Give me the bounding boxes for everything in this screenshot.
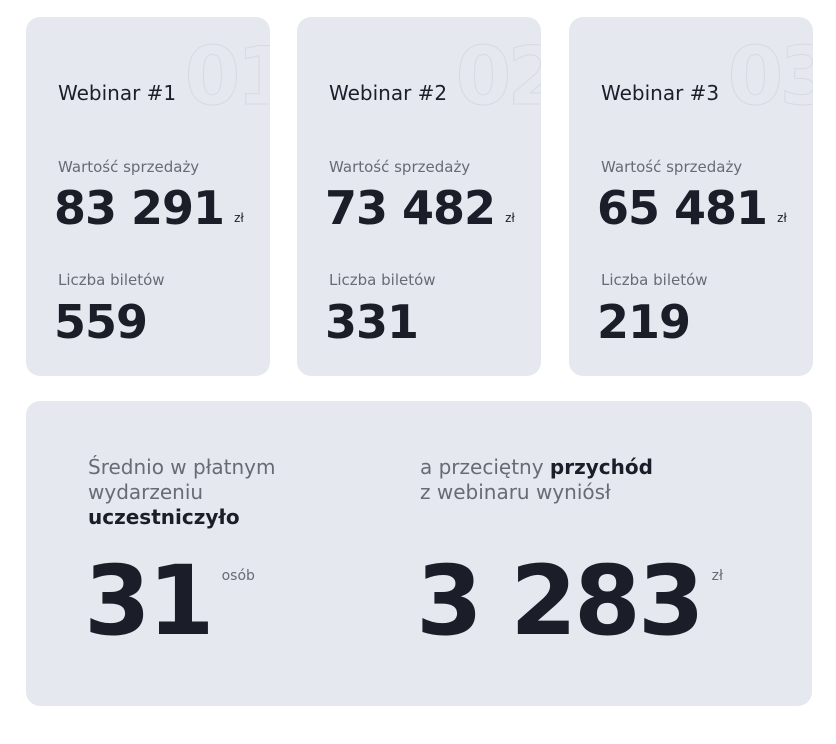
- sales-value: 73 482 zł: [325, 185, 515, 231]
- revenue-line-1: a przeciętny: [420, 455, 550, 479]
- webinar-card-1: 01 Webinar #1 Wartość sprzedaży 83 291 zł…: [26, 17, 270, 376]
- revenue-bold: przychód: [549, 455, 653, 479]
- sales-label: Wartość sprzedaży: [601, 158, 743, 176]
- webinar-title: Webinar #2: [329, 81, 448, 105]
- tickets-label: Liczba biletów: [329, 271, 436, 289]
- revenue-value: 3 283: [416, 545, 705, 657]
- revenue-figure: 3 283 zł: [416, 553, 723, 649]
- webinar-title: Webinar #1: [58, 81, 177, 105]
- sales-amount: 65 481: [597, 181, 768, 235]
- sales-amount: 83 291: [54, 181, 225, 235]
- attendance-line-1: Średnio w płatnym: [88, 455, 276, 479]
- attendance-unit: osób: [221, 568, 255, 584]
- watermark-number: 01: [184, 30, 270, 123]
- tickets-value: 219: [597, 295, 691, 349]
- attendance-line-3: uczestniczyło: [88, 505, 240, 529]
- sales-label: Wartość sprzedaży: [329, 158, 471, 176]
- attendance-text: Średnio w płatnym wydarzeniu uczestniczy…: [88, 455, 276, 530]
- sales-value: 83 291 zł: [54, 185, 244, 231]
- webinar-title: Webinar #3: [601, 81, 720, 105]
- webinar-card-3: 03 Webinar #3 Wartość sprzedaży 65 481 zł…: [569, 17, 813, 376]
- attendance-value: 31: [84, 545, 215, 657]
- sales-amount: 73 482: [325, 181, 496, 235]
- attendance-figure: 31 osób: [84, 553, 255, 649]
- watermark-number: 03: [727, 30, 813, 123]
- summary-card: Średnio w płatnym wydarzeniu uczestniczy…: [26, 401, 812, 706]
- sales-label: Wartość sprzedaży: [58, 158, 200, 176]
- tickets-label: Liczba biletów: [58, 271, 165, 289]
- currency: zł: [234, 211, 244, 225]
- tickets-value: 559: [54, 295, 148, 349]
- revenue-line-2: z webinaru wyniósł: [420, 480, 611, 504]
- tickets-label: Liczba biletów: [601, 271, 708, 289]
- revenue-unit: zł: [711, 568, 723, 584]
- attendance-line-2: wydarzeniu: [88, 480, 204, 504]
- sales-value: 65 481 zł: [597, 185, 787, 231]
- revenue-text: a przeciętny przychód z webinaru wyniósł: [420, 455, 653, 505]
- webinar-card-2: 02 Webinar #2 Wartość sprzedaży 73 482 zł…: [297, 17, 541, 376]
- currency: zł: [505, 211, 515, 225]
- watermark-number: 02: [455, 30, 541, 123]
- currency: zł: [777, 211, 787, 225]
- tickets-value: 331: [325, 295, 419, 349]
